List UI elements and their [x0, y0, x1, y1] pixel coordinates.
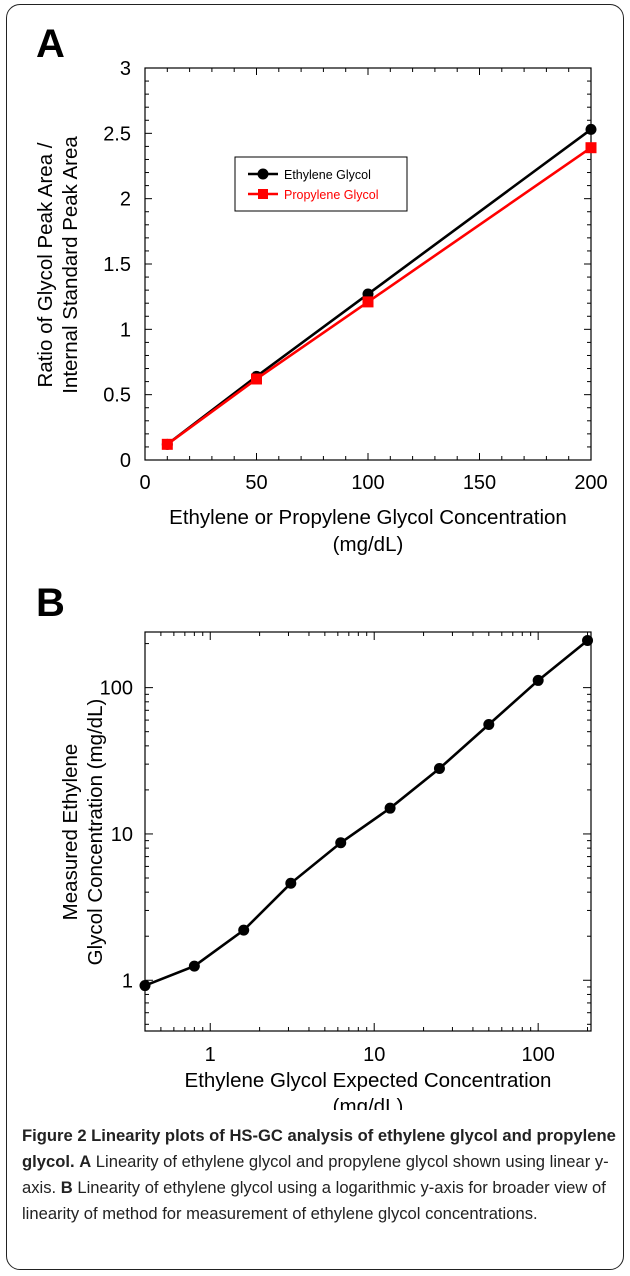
panel-b-point-circle	[188, 960, 200, 972]
panel-a-ytick-label: 2.5	[103, 123, 131, 145]
panel-a-xtick-label: 100	[351, 472, 384, 494]
panel-b-point-circle	[335, 837, 347, 849]
panel-a-ylabel-line2: Internal Standard Peak Area	[59, 136, 82, 394]
panel-a-point-square	[362, 296, 374, 308]
caption-b-label: B	[60, 1178, 73, 1197]
panel-a-xlabel-line2: (mg/dL)	[333, 533, 404, 556]
panel-a-point-circle	[585, 123, 597, 135]
figure-charts: A 0 50 100 150 200 0 0.5 1 1.5 2 2.5 3 Ethylene or …	[34, 22, 608, 1110]
panel-b-xlabel-line2: (mg/dL)	[333, 1095, 404, 1110]
legend-marker-ethylene	[257, 168, 269, 180]
panel-a-xlabel-line1: Ethylene or Propylene Glycol Concentrati…	[169, 506, 567, 529]
panel-b-point-circle	[384, 802, 396, 814]
panel-b-series	[139, 634, 594, 992]
panel-a-ytick-label: 3	[120, 58, 131, 80]
caption-a-text: Linearity of ethylene glycol and propyle…	[22, 1152, 609, 1197]
panel-a-series-line-1	[166, 146, 592, 446]
panel-b-ytick-label: 100	[100, 678, 133, 700]
panel-b-xlabel-line1: Ethylene Glycol Expected Concentration	[185, 1069, 552, 1092]
panel-b-xtick-label: 100	[521, 1044, 554, 1066]
panel-a-letter: A	[36, 22, 65, 66]
panel-a: A 0 50 100 150 200 0 0.5 1 1.5 2 2.5 3 Ethylene or …	[34, 22, 608, 556]
panel-b-point-circle	[285, 877, 297, 889]
panel-a-ytick-label: 1	[120, 319, 131, 341]
panel-b-point-circle	[433, 763, 445, 775]
panel-b-xtick-label: 1	[205, 1044, 216, 1066]
panel-b-series-line-0	[144, 639, 589, 987]
panel-b-tick-labels: 1 10 100 1 10 100	[100, 678, 555, 1066]
panel-a-point-square	[161, 438, 173, 450]
figure-caption: Figure 2 Linearity plots of HS-GC analys…	[22, 1123, 616, 1227]
legend-label-ethylene: Ethylene Glycol	[284, 168, 371, 182]
legend-box	[234, 156, 408, 212]
panel-a-ytick-label: 2	[120, 189, 131, 211]
panel-b-point-circle	[483, 718, 495, 730]
caption-b-text: Linearity of ethylene glycol using a log…	[22, 1178, 606, 1223]
panel-b-xtick-label: 10	[363, 1044, 385, 1066]
panel-a-xtick-label: 0	[139, 472, 150, 494]
panel-b-point-circle	[238, 924, 250, 936]
figure-frame	[6, 4, 624, 1270]
panel-b-ytick-label: 10	[111, 824, 133, 846]
panel-a-ylabel-line1: Ratio of Glycol Peak Area /	[34, 142, 57, 387]
panel-a-tick-labels: 0 50 100 150 200 0 0.5 1 1.5 2 2.5 3	[103, 58, 608, 494]
panel-a-plot-frame	[144, 67, 592, 461]
panel-a-ticks	[144, 67, 592, 461]
panel-b-point-circle	[139, 980, 151, 992]
panel-a-legend: Ethylene Glycol Propylene Glycol	[234, 156, 408, 212]
caption-a-label: A	[79, 1152, 92, 1171]
panel-b-point-circle	[582, 634, 594, 646]
legend-marker-propylene	[258, 189, 268, 199]
panel-b-ylabel-line2: Glycol Concentration (mg/dL)	[84, 699, 107, 966]
panel-a-ytick-label: 1.5	[103, 254, 131, 276]
caption-title: Figure 2 Linearity plots of HS-GC analys…	[22, 1126, 616, 1171]
panel-a-xtick-label: 50	[245, 472, 267, 494]
panel-a-series	[161, 123, 597, 450]
panel-b-ylabel-line1: Measured Ethylene	[59, 744, 82, 921]
panel-b-ytick-label: 1	[122, 970, 133, 992]
panel-a-ytick-label: 0	[120, 450, 131, 472]
panel-b: B 1 10 100 1 10 100 Ethylene Glycol Expected …	[36, 581, 594, 1110]
panel-a-ytick-label: 0.5	[103, 385, 131, 407]
panel-b-letter: B	[36, 581, 65, 625]
panel-b-plot-frame	[144, 631, 592, 1032]
panel-a-point-square	[585, 142, 597, 154]
panel-a-point-square	[251, 373, 262, 385]
panel-b-point-circle	[532, 674, 544, 686]
legend-label-propylene: Propylene Glycol	[284, 188, 379, 202]
panel-a-xtick-label: 200	[574, 472, 607, 494]
panel-a-xtick-label: 150	[463, 472, 496, 494]
